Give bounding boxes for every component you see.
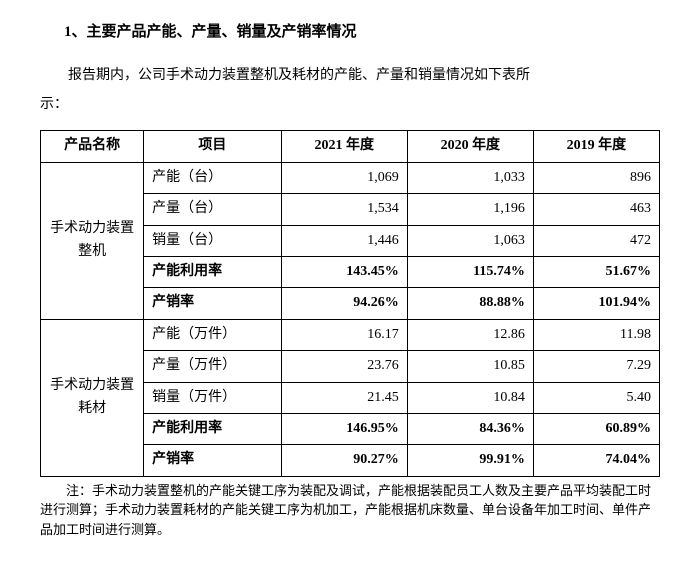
col-2019: 2019 年度 xyxy=(533,131,659,162)
cell-item: 销量（万件） xyxy=(144,382,282,413)
product-name-1: 手术动力装置整机 xyxy=(41,162,144,319)
section-heading: 1、主要产品产能、产量、销量及产销率情况 xyxy=(40,20,660,44)
cell-value: 84.36% xyxy=(407,413,533,444)
cell-value: 94.26% xyxy=(281,288,407,319)
cell-item: 产能利用率 xyxy=(144,413,282,444)
cell-value: 463 xyxy=(533,194,659,225)
col-item: 项目 xyxy=(144,131,282,162)
cell-value: 1,534 xyxy=(281,194,407,225)
cell-value: 1,069 xyxy=(281,162,407,193)
cell-value: 12.86 xyxy=(407,319,533,350)
cell-value: 10.84 xyxy=(407,382,533,413)
table-row: 手术动力装置耗材 产能（万件） 16.17 12.86 11.98 xyxy=(41,319,660,350)
cell-value: 74.04% xyxy=(533,445,659,476)
cell-item: 产能（万件） xyxy=(144,319,282,350)
cell-value: 5.40 xyxy=(533,382,659,413)
cell-item: 产能（台） xyxy=(144,162,282,193)
cell-item: 销量（台） xyxy=(144,225,282,256)
footnote: 注：手术动力装置整机的产能关键工序为装配及调试，产能根据装配员工人数及主要产品平… xyxy=(40,481,660,540)
cell-item: 产能利用率 xyxy=(144,256,282,287)
cell-value: 23.76 xyxy=(281,351,407,382)
cell-item: 产量（台） xyxy=(144,194,282,225)
cell-value: 90.27% xyxy=(281,445,407,476)
cell-item: 产销率 xyxy=(144,288,282,319)
cell-value: 11.98 xyxy=(533,319,659,350)
cell-value: 1,196 xyxy=(407,194,533,225)
cell-value: 1,033 xyxy=(407,162,533,193)
cell-item: 产销率 xyxy=(144,445,282,476)
cell-value: 101.94% xyxy=(533,288,659,319)
cell-item: 产量（万件） xyxy=(144,351,282,382)
cell-value: 51.67% xyxy=(533,256,659,287)
cell-value: 10.85 xyxy=(407,351,533,382)
col-2020: 2020 年度 xyxy=(407,131,533,162)
cell-value: 21.45 xyxy=(281,382,407,413)
cell-value: 99.91% xyxy=(407,445,533,476)
product-name-2: 手术动力装置耗材 xyxy=(41,319,144,476)
cell-value: 7.29 xyxy=(533,351,659,382)
col-2021: 2021 年度 xyxy=(281,131,407,162)
cell-value: 1,446 xyxy=(281,225,407,256)
cell-value: 143.45% xyxy=(281,256,407,287)
cell-value: 472 xyxy=(533,225,659,256)
cell-value: 60.89% xyxy=(533,413,659,444)
production-table: 产品名称 项目 2021 年度 2020 年度 2019 年度 手术动力装置整机… xyxy=(40,130,660,476)
table-row: 手术动力装置整机 产能（台） 1,069 1,033 896 xyxy=(41,162,660,193)
col-product: 产品名称 xyxy=(41,131,144,162)
cell-value: 88.88% xyxy=(407,288,533,319)
cell-value: 896 xyxy=(533,162,659,193)
intro-line-1: 报告期内，公司手术动力装置整机及耗材的产能、产量和销量情况如下表所 xyxy=(40,62,660,90)
cell-value: 146.95% xyxy=(281,413,407,444)
cell-value: 1,063 xyxy=(407,225,533,256)
intro-line-2: 示： xyxy=(40,94,660,116)
table-header-row: 产品名称 项目 2021 年度 2020 年度 2019 年度 xyxy=(41,131,660,162)
cell-value: 115.74% xyxy=(407,256,533,287)
cell-value: 16.17 xyxy=(281,319,407,350)
